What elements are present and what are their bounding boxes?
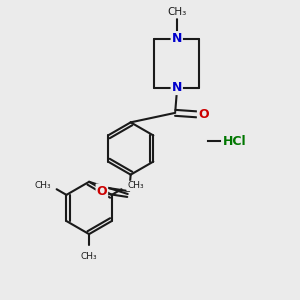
Text: N: N [172, 81, 182, 94]
Text: CH₃: CH₃ [34, 182, 51, 190]
Text: CH₃: CH₃ [127, 182, 144, 190]
Text: CH₃: CH₃ [81, 252, 98, 261]
Text: O: O [97, 184, 107, 197]
Text: N: N [172, 32, 182, 45]
Text: HCl: HCl [223, 135, 247, 148]
Text: O: O [198, 108, 208, 121]
Text: CH₃: CH₃ [167, 8, 186, 17]
